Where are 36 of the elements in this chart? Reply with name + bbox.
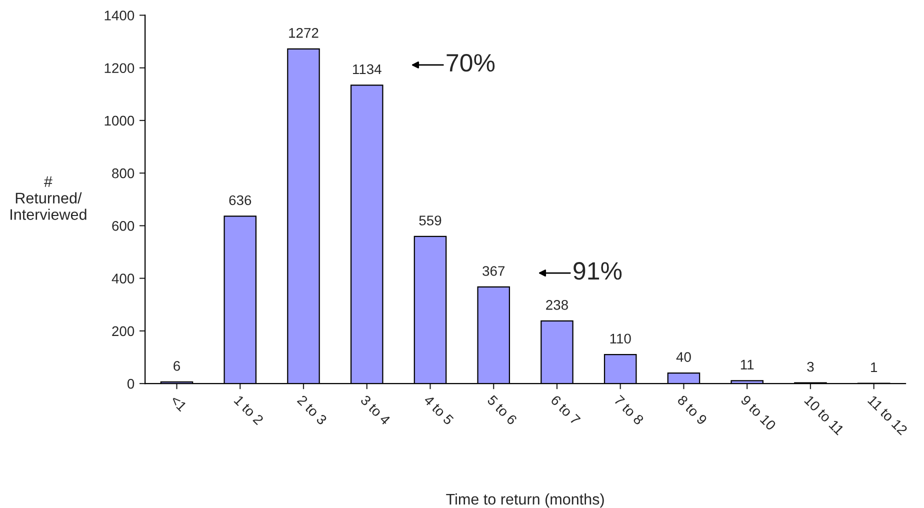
x-tick-label: 1 to 2 xyxy=(234,394,264,426)
data-label: 110 xyxy=(610,334,631,344)
data-label: 1272 xyxy=(289,28,318,38)
x-tick-label: 6 to 7 xyxy=(550,394,581,426)
y-tick-label: 1200 xyxy=(104,63,134,74)
y-tick-label: 1000 xyxy=(104,116,134,126)
x-tick-label: 3 to 4 xyxy=(360,394,391,426)
annotation: 91% xyxy=(574,262,622,280)
y-tick-label: 600 xyxy=(112,221,134,231)
x-tick-label: 5 to 6 xyxy=(486,394,518,426)
annotation: 70% xyxy=(446,54,495,72)
data-label: 636 xyxy=(229,195,252,206)
data-label: 238 xyxy=(546,300,568,310)
x-tick-label: 4 to 5 xyxy=(423,394,454,426)
y-tick-label: 1400 xyxy=(104,10,134,20)
x-axis-title: Time to return (months) xyxy=(446,493,604,508)
x-tick-label: 2 to 3 xyxy=(296,394,328,426)
data-label: 6 xyxy=(174,361,180,371)
y-tick-label: 800 xyxy=(112,168,134,178)
data-label: 1 xyxy=(871,362,878,372)
y-tick-label: 200 xyxy=(112,326,134,336)
data-label: 3 xyxy=(807,362,814,372)
data-label: 40 xyxy=(676,352,691,362)
data-label: 1134 xyxy=(352,64,382,74)
y-tick-label: 400 xyxy=(112,274,134,284)
data-label: 559 xyxy=(419,216,442,226)
x-tick-label: 11 to 12 xyxy=(867,394,908,436)
data-label: 11 xyxy=(740,360,754,370)
y-axis-title: # Returned/ Interviewed xyxy=(10,176,86,220)
x-tick-label: <1 xyxy=(170,394,188,412)
x-tick-label: 9 to 10 xyxy=(740,394,776,431)
data-label: 367 xyxy=(482,266,504,276)
y-tick-label: 0 xyxy=(127,378,134,389)
x-tick-label: 7 to 8 xyxy=(614,394,644,426)
x-tick-label: 8 to 9 xyxy=(676,394,708,426)
x-tick-label: 10 to 11 xyxy=(804,394,844,436)
